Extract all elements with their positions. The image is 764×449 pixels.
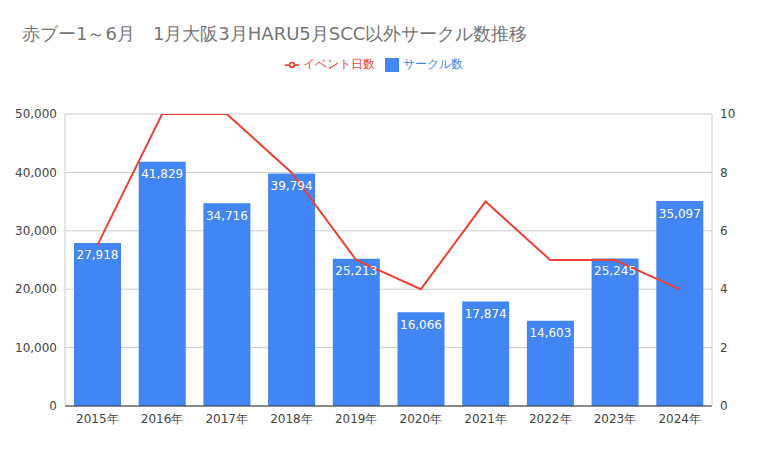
svg-text:10: 10 xyxy=(720,107,735,121)
svg-text:2019年: 2019年 xyxy=(335,412,378,426)
svg-text:34,716: 34,716 xyxy=(206,209,248,223)
svg-text:10,000: 10,000 xyxy=(15,341,57,355)
svg-text:8: 8 xyxy=(720,166,728,180)
svg-text:2022年: 2022年 xyxy=(529,412,572,426)
svg-text:25,245: 25,245 xyxy=(594,264,636,278)
svg-text:41,829: 41,829 xyxy=(141,167,183,181)
svg-text:2018年: 2018年 xyxy=(270,412,313,426)
svg-text:27,918: 27,918 xyxy=(77,248,119,262)
svg-text:39,794: 39,794 xyxy=(271,179,313,193)
html-text:サークル数: サークル数 xyxy=(402,57,463,71)
svg-text:2015年: 2015年 xyxy=(76,412,119,426)
svg-text:2023年: 2023年 xyxy=(594,412,637,426)
svg-text:6: 6 xyxy=(720,224,728,238)
svg-text:16,066: 16,066 xyxy=(400,318,442,332)
svg-text:30,000: 30,000 xyxy=(15,224,57,238)
svg-text:2: 2 xyxy=(720,341,728,355)
svg-text:40,000: 40,000 xyxy=(15,166,57,180)
svg-text:4: 4 xyxy=(720,282,728,296)
html-text:赤ブー1～6月 1月大阪3月HARU5月SCC以外サークル数: 赤ブー1～6月 1月大阪3月HARU5月SCC以外サークル数推移 xyxy=(22,23,528,44)
svg-text:25,213: 25,213 xyxy=(335,264,377,278)
svg-text:50,000: 50,000 xyxy=(15,107,57,121)
svg-text:17,874: 17,874 xyxy=(465,307,507,321)
svg-text:0: 0 xyxy=(720,399,728,413)
svg-text:0: 0 xyxy=(49,399,57,413)
svg-text:2016年: 2016年 xyxy=(141,412,184,426)
svg-text:2020年: 2020年 xyxy=(400,412,443,426)
html-text:イベント日数: イベント日数 xyxy=(302,57,375,71)
svg-text:35,097: 35,097 xyxy=(659,207,701,221)
svg-text:14,603: 14,603 xyxy=(529,326,571,340)
svg-text:2017年: 2017年 xyxy=(205,412,248,426)
svg-text:20,000: 20,000 xyxy=(15,282,57,296)
svg-text:2021年: 2021年 xyxy=(464,412,507,426)
svg-text:2024年: 2024年 xyxy=(658,412,701,426)
